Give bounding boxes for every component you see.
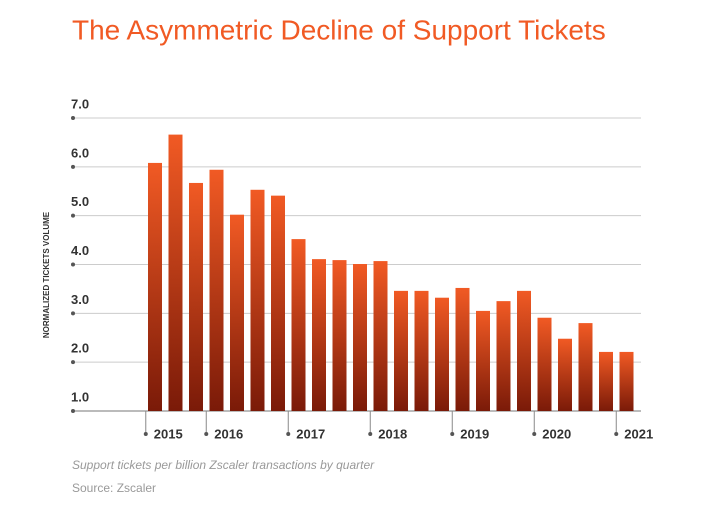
x-tick-label: 2020 xyxy=(542,426,571,441)
x-tick-dot xyxy=(143,432,148,436)
y-tick-label: 5.0 xyxy=(71,194,89,209)
y-tick-label: 2.0 xyxy=(71,341,89,356)
bar xyxy=(599,351,613,411)
bar xyxy=(517,290,531,411)
y-tick-dot xyxy=(71,311,75,316)
bar xyxy=(168,134,183,411)
x-tick-label: 2021 xyxy=(624,426,653,441)
chart-title: The Asymmetric Decline of Support Ticket… xyxy=(72,14,606,45)
bar xyxy=(455,287,470,411)
y-tick-dot xyxy=(71,262,75,267)
y-axis-label: NORMALIZED TICKETS VOLUME xyxy=(42,211,51,338)
bar xyxy=(332,260,347,411)
x-tick-label: 2017 xyxy=(296,426,325,441)
bar xyxy=(578,323,593,411)
y-tick-dot xyxy=(71,213,75,218)
bar xyxy=(291,239,306,411)
bar xyxy=(312,259,326,411)
y-tick-dot xyxy=(71,116,75,120)
bar xyxy=(189,182,203,411)
bar xyxy=(148,162,162,411)
bar xyxy=(619,351,634,411)
y-tick-label: 4.0 xyxy=(71,243,89,258)
bar xyxy=(271,195,285,411)
x-tick-label: 2018 xyxy=(378,426,407,441)
y-tick-label: 7.0 xyxy=(71,96,89,111)
x-tick-dot xyxy=(532,432,537,436)
bar xyxy=(476,310,490,411)
bar xyxy=(230,214,244,411)
x-tick-label: 2016 xyxy=(214,426,243,441)
y-tick-label: 1.0 xyxy=(71,389,89,404)
x-tick-dot xyxy=(286,432,291,436)
x-tick-dot xyxy=(614,432,619,436)
bar xyxy=(558,338,572,411)
y-tick-dot xyxy=(71,360,75,365)
x-tick-dot xyxy=(204,432,209,436)
bar xyxy=(394,290,408,411)
bar xyxy=(353,264,367,411)
source: Source: Zscaler xyxy=(72,481,156,495)
bar xyxy=(496,301,511,411)
y-tick-label: 3.0 xyxy=(71,292,89,307)
bar xyxy=(250,189,265,411)
bar xyxy=(414,290,429,411)
y-tick-dot xyxy=(71,409,75,413)
y-tick-label: 6.0 xyxy=(71,145,89,160)
bar xyxy=(537,317,552,411)
bar xyxy=(373,261,388,411)
x-tick-label: 2015 xyxy=(154,426,183,441)
bar xyxy=(209,169,224,411)
x-tick-dot xyxy=(450,432,455,436)
y-tick-dot xyxy=(71,164,75,169)
x-tick-dot xyxy=(368,432,373,436)
x-tick-label: 2019 xyxy=(460,426,489,441)
bar xyxy=(435,297,449,411)
caption: Support tickets per billion Zscaler tran… xyxy=(72,458,375,472)
